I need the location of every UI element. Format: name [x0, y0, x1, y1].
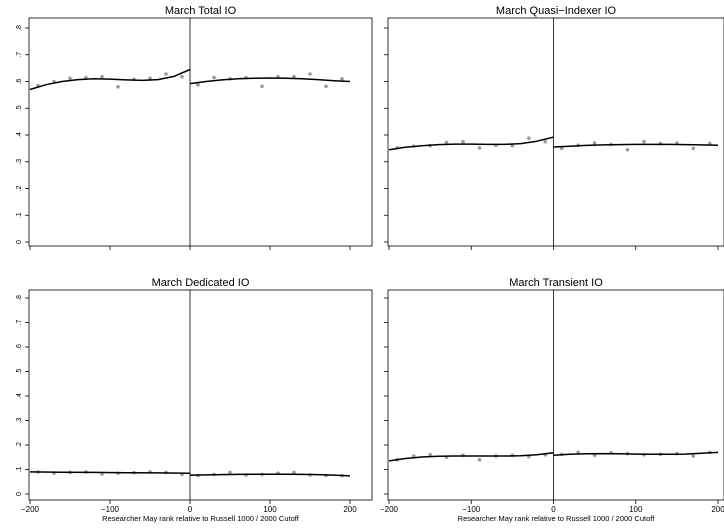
- panel-4: March Transient IO −200 −100 0 100 200 Researc…: [380, 277, 724, 523]
- y-tick-label: .4: [16, 393, 23, 399]
- data-point: [196, 82, 200, 87]
- y-tick-label: .7: [16, 52, 23, 58]
- x-tick-label: 100: [263, 505, 277, 514]
- plot-frame: [28, 289, 373, 501]
- x-tick-label: 100: [629, 505, 643, 514]
- data-point: [691, 454, 696, 458]
- panel-3: March Dedicated IO 0 .1 .2 .3 .4 .5 .6 .7 .8 −200 −…: [16, 277, 373, 523]
- x-tick-label: −200: [21, 505, 40, 514]
- data-point: [691, 146, 696, 151]
- panel-1: March Total IO 0 .1 .2 .3 .4 .5 .6 .7 .8: [16, 5, 373, 250]
- x-tick-label: −100: [462, 505, 481, 514]
- data-point: [212, 75, 216, 80]
- data-point: [68, 76, 72, 81]
- x-axis-label: Researcher May rank relative to Russell …: [102, 514, 300, 523]
- y-tick-label: .5: [16, 368, 23, 374]
- y-tick-label: .2: [16, 442, 23, 448]
- x-tick-label: −100: [101, 505, 120, 514]
- y-tick-label: .7: [16, 319, 23, 325]
- fit-curve-left: [388, 452, 554, 462]
- data-point: [527, 136, 531, 141]
- fit-curve-left: [29, 68, 191, 91]
- data-point: [576, 450, 580, 455]
- data-point: [477, 146, 482, 150]
- panel-title: March Dedicated IO: [152, 277, 250, 289]
- y-tick-label: 0: [16, 240, 23, 244]
- y-tick-label: .2: [16, 185, 23, 191]
- panel-title: March Transient IO: [509, 277, 603, 289]
- data-point: [228, 470, 232, 475]
- panel-2: March Quasi−Indexer IO: [384, 5, 724, 250]
- data-point: [116, 85, 120, 89]
- panel-title: March Total IO: [165, 5, 237, 17]
- y-tick-label: .8: [16, 25, 23, 31]
- data-point: [340, 77, 344, 81]
- data-point: [308, 72, 312, 76]
- data-point: [428, 453, 432, 457]
- data-point: [324, 84, 328, 89]
- data-point: [559, 146, 564, 151]
- fit-curve-right: [553, 143, 719, 148]
- data-point: [444, 140, 449, 145]
- data-point: [164, 72, 168, 76]
- data-point: [625, 147, 630, 152]
- data-point: [510, 143, 515, 148]
- data-point: [461, 139, 465, 144]
- y-tick-label: .3: [16, 417, 23, 423]
- data-point: [592, 141, 597, 145]
- y-tick-label: .6: [16, 344, 23, 350]
- x-axis-label: Researcher May rank relative to Russell …: [458, 514, 656, 523]
- data-point: [477, 457, 482, 462]
- y-tick-label: .1: [16, 466, 23, 472]
- data-point: [543, 139, 548, 144]
- data-point: [292, 470, 296, 475]
- plot-frame: [387, 289, 724, 501]
- plot-frame: [28, 17, 373, 247]
- fit-curve-left: [388, 136, 554, 151]
- fit-curve-left: [29, 471, 191, 474]
- x-tick-label: 200: [711, 505, 724, 514]
- x-tick-label: 200: [343, 505, 357, 514]
- data-point: [642, 139, 646, 144]
- y-tick-label: .8: [16, 295, 23, 301]
- panel-title: March Quasi−Indexer IO: [496, 5, 617, 17]
- fit-curve-right: [553, 451, 719, 457]
- data-point: [84, 75, 88, 80]
- x-tick-label: −200: [380, 505, 399, 514]
- data-point: [260, 84, 264, 89]
- y-tick-label: 0: [16, 492, 23, 496]
- y-tick-label: .5: [16, 105, 23, 111]
- y-tick-label: .1: [16, 212, 23, 218]
- data-point: [180, 74, 184, 79]
- y-tick-label: .3: [16, 159, 23, 165]
- y-tick-label: .4: [16, 132, 23, 138]
- x-tick-label: 0: [188, 505, 193, 514]
- plot-frame: [387, 17, 724, 247]
- y-tick-label: .6: [16, 78, 23, 84]
- fit-curve-right: [189, 77, 351, 85]
- data-point: [148, 76, 152, 81]
- fit-curve-right: [189, 473, 351, 477]
- data-point: [100, 74, 104, 79]
- data-point: [292, 74, 296, 79]
- x-tick-label: 0: [551, 505, 556, 514]
